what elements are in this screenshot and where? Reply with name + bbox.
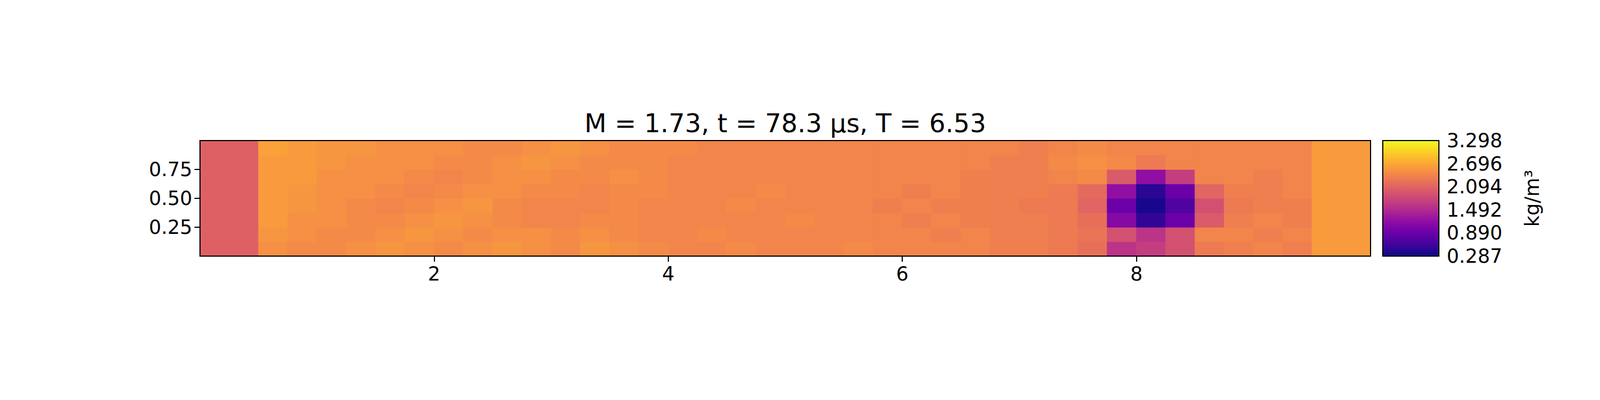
svg-text:2.094: 2.094 (1446, 175, 1503, 198)
svg-text:6: 6 (896, 262, 909, 285)
svg-text:0.75: 0.75 (148, 158, 193, 181)
svg-text:0.287: 0.287 (1446, 245, 1503, 268)
svg-text:2.696: 2.696 (1446, 152, 1503, 175)
svg-text:1.492: 1.492 (1446, 198, 1503, 222)
svg-text:kg/m³: kg/m³ (1521, 170, 1544, 227)
svg-text:4: 4 (662, 262, 675, 285)
svg-text:2: 2 (427, 262, 440, 285)
svg-text:M = 1.73, t = 78.3 μs, T = 6.5: M = 1.73, t = 78.3 μs, T = 6.53 (584, 108, 987, 139)
svg-text:3.298: 3.298 (1446, 129, 1503, 152)
svg-text:0.890: 0.890 (1446, 221, 1503, 244)
svg-text:0.50: 0.50 (148, 187, 193, 210)
svg-text:0.25: 0.25 (148, 216, 193, 239)
svg-text:8: 8 (1130, 262, 1143, 285)
